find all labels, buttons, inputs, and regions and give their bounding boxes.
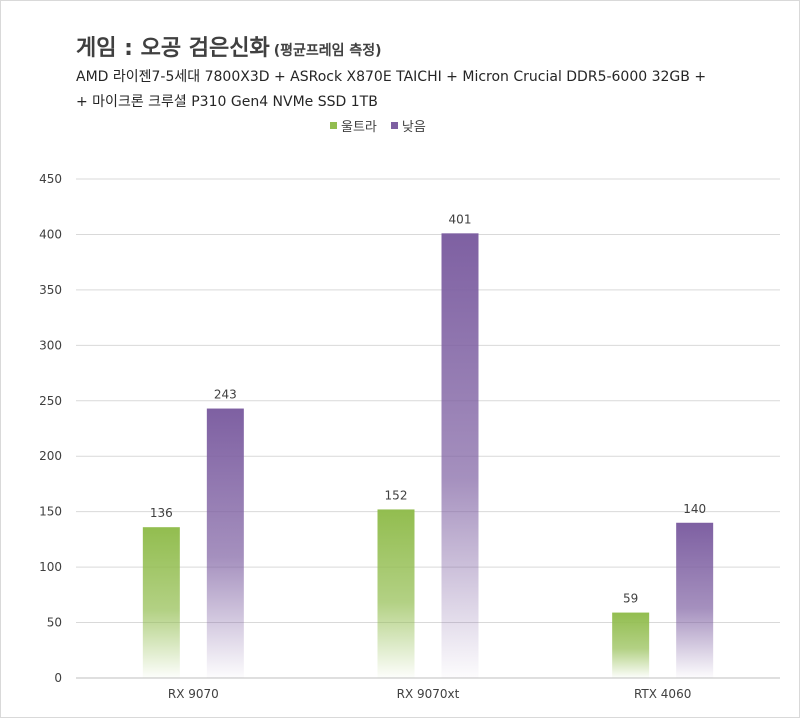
- data-label: 401: [449, 212, 472, 226]
- data-label: 140: [683, 502, 706, 516]
- legend-item-ultra: 울트라: [330, 116, 377, 135]
- bar-ultra: [612, 612, 650, 678]
- chart-legend: 울트라 낮음: [330, 116, 426, 135]
- y-tick-label: 300: [39, 338, 62, 352]
- bar-low: [206, 408, 244, 678]
- bar-low: [676, 522, 714, 678]
- legend-swatch-low: [390, 122, 398, 129]
- data-label: 136: [150, 506, 173, 520]
- y-tick-label: 250: [39, 394, 62, 408]
- chart-title-main: 게임 : 오공 검은신화: [76, 36, 270, 61]
- y-tick-label: 150: [39, 505, 62, 519]
- legend-item-low: 낮음: [390, 116, 426, 135]
- y-tick-label: 350: [39, 283, 62, 297]
- bar-ultra: [377, 509, 415, 678]
- x-tick-label: RX 9070xt: [397, 687, 460, 701]
- chart-title-note: (평균프레임 측정): [273, 43, 382, 59]
- x-axis: RX 9070 RX 9070xt RTX 4060: [168, 687, 691, 701]
- gridlines: [76, 178, 780, 679]
- chart-subtitle-line1: AMD 라이젠7-5세대 7800X3D + ASRock X870E TAIC…: [76, 69, 707, 85]
- bar-low: [441, 233, 479, 678]
- data-labels: 136 243 152 401 59 140: [150, 212, 706, 605]
- y-tick-label: 100: [39, 560, 62, 574]
- x-tick-label: RX 9070: [168, 687, 219, 701]
- data-label: 59: [623, 592, 638, 606]
- y-axis: 0 50 100 150 200 250 300 350 400 450: [39, 172, 62, 685]
- legend-swatch-ultra: [330, 122, 337, 129]
- y-tick-label: 450: [39, 172, 62, 186]
- data-label: 243: [214, 388, 237, 402]
- y-tick-label: 50: [47, 616, 62, 630]
- legend-label-ultra: 울트라: [341, 120, 377, 135]
- x-tick-label: RTX 4060: [634, 687, 691, 701]
- bars: [142, 233, 714, 678]
- bar-ultra: [142, 527, 180, 678]
- data-label: 152: [385, 488, 408, 502]
- y-tick-label: 0: [54, 671, 62, 685]
- y-tick-label: 400: [39, 227, 62, 241]
- y-tick-label: 200: [39, 449, 62, 463]
- chart-title: 게임 : 오공 검은신화 (평균프레임 측정): [76, 30, 382, 62]
- chart-subtitle-line2: + 마이크론 크루셜 P310 Gen4 NVMe SSD 1TB: [76, 94, 378, 110]
- legend-label-low: 낮음: [401, 120, 426, 135]
